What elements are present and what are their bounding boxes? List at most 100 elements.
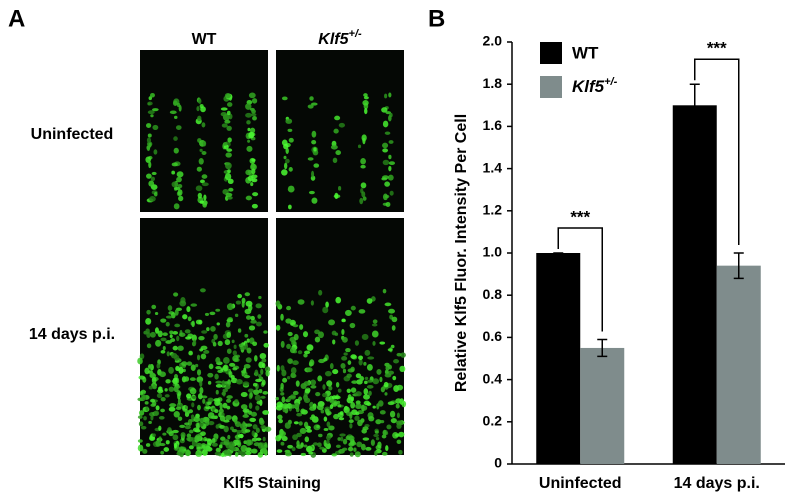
nucleus [309,96,314,101]
nucleus [334,332,339,336]
nucleus [237,328,242,333]
nucleus [290,367,297,374]
nucleus [350,366,355,372]
nucleus [150,176,156,182]
nucleus [148,142,152,148]
nucleus [365,446,372,451]
nucleus [350,354,357,359]
nucleus [184,329,191,334]
y-tick-label: 0.4 [483,370,503,386]
nucleus [280,441,285,446]
nucleus [190,364,196,371]
nucleus [251,437,258,442]
nucleus [226,303,234,311]
nucleus [151,304,157,310]
nucleus [323,428,329,432]
nucleus [387,174,394,181]
nucleus [160,396,166,402]
nucleus [173,136,178,141]
nucleus [234,451,239,457]
nucleus [155,405,160,411]
nucleus [194,434,202,441]
nucleus [201,395,208,399]
nucleus [244,342,249,350]
nucleus [194,363,199,368]
nucleus [341,318,346,323]
nucleus [293,333,299,341]
nucleus [252,341,258,347]
nucleus [338,122,346,128]
nucleus [287,204,292,210]
nucleus [304,389,311,394]
nucleus [317,375,323,382]
nucleus [225,398,232,403]
nucleus [166,351,170,357]
nucleus [176,176,182,183]
nucleus [172,434,179,441]
nucleus [169,334,173,339]
nucleus [146,123,152,129]
nucleus [353,447,357,452]
nucleus [262,447,267,454]
nucleus [199,288,206,293]
nucleus [344,309,352,317]
nucleus [199,387,204,394]
nucleus [252,382,258,387]
y-tick-label: 1.8 [483,75,503,91]
nucleus [333,413,340,420]
nucleus [262,410,270,415]
nucleus [252,115,257,121]
nucleus [137,444,144,452]
nucleus [264,366,271,372]
legend-swatch [540,76,562,98]
nucleus [360,182,367,189]
nucleus [303,353,308,358]
nucleus [250,411,258,417]
nucleus [216,322,220,326]
nucleus [237,434,244,438]
nucleus [137,397,143,402]
nucleus [260,368,264,375]
nucleus [234,419,238,425]
nucleus [165,340,172,344]
nucleus [198,335,205,341]
nucleus [226,125,232,131]
nucleus [283,162,288,170]
nucleus [254,355,258,362]
nucleus [309,416,314,420]
nucleus [245,357,252,363]
nucleus [169,110,177,115]
nucleus [262,391,269,395]
nucleus [288,167,293,172]
nucleus [152,124,159,130]
nucleus [178,367,184,374]
nucleus [366,385,374,389]
nucleus [223,425,229,433]
nucleus [362,99,369,106]
nucleus [265,370,270,377]
nucleus [346,373,352,378]
nucleus [363,388,369,396]
nucleus [214,451,222,456]
x-tick-label: Uninfected [539,475,622,492]
nucleus [230,374,235,380]
nucleus [322,384,326,390]
nucleus [322,306,329,314]
nucleus [293,421,299,425]
nucleus [165,315,173,319]
micrograph [276,50,404,212]
nucleus [178,195,184,202]
nucleus [395,398,402,404]
nucleus [396,420,404,426]
nucleus [283,155,287,160]
nucleus [184,425,191,430]
nucleus [195,319,202,325]
nucleus [197,115,202,122]
nucleus [355,400,361,405]
nucleus [225,152,232,158]
nucleus [306,344,314,351]
nucleus [186,393,192,399]
nucleus [190,303,198,307]
nucleus [328,385,333,391]
nucleus [307,104,314,109]
